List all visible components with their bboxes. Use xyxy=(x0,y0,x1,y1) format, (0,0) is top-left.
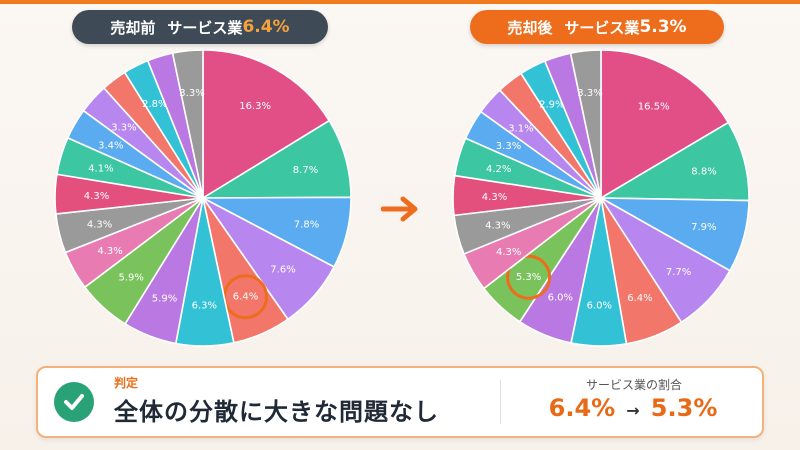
verdict-label: 判定 xyxy=(114,376,139,390)
ratio-label: サービス業の割合 xyxy=(585,378,682,392)
after-slice-label: 4.3% xyxy=(485,221,510,232)
before-slice-label: 3.3% xyxy=(111,123,136,134)
before-pie-slice xyxy=(202,49,331,200)
after-slice-label: 6.0% xyxy=(548,293,573,304)
after-slice-label: 5.3% xyxy=(516,272,541,283)
ratio-value: 6.4% → 5.3% xyxy=(518,394,748,422)
before-slice-label: 4.3% xyxy=(97,246,122,257)
before-slice-label: 16.3% xyxy=(239,101,271,112)
before-slice-label: 5.9% xyxy=(118,273,143,284)
ratio-arrow: → xyxy=(626,401,640,420)
before-slice-label: 6.3% xyxy=(192,301,217,312)
after-slice-label: 4.3% xyxy=(482,192,507,203)
after-slice-label: 7.9% xyxy=(691,222,716,233)
after-slice-label: 7.7% xyxy=(666,267,691,278)
after-pie-slice xyxy=(569,49,602,199)
after-header-pill: 売却後 サービス業 5.3% xyxy=(470,10,724,44)
after-pie: 16.5% 8.8% 7.9% 7.7% 6.4% 6.0% 6.0% 5.3% 4.3% 4.3… xyxy=(452,49,750,347)
after-pct: 5.3% xyxy=(639,17,687,37)
after-pie-slice xyxy=(600,49,730,200)
before-slice-label: 3.3% xyxy=(179,88,204,99)
after-slice-label: 6.0% xyxy=(587,301,612,312)
after-pie-slice xyxy=(598,121,750,202)
before-slice-label: 5.9% xyxy=(152,293,177,304)
after-industry: サービス業 xyxy=(564,18,640,37)
before-slice-label: 2.8% xyxy=(142,99,167,110)
panel-divider xyxy=(500,380,501,424)
before-header-pill: 売却前 サービス業 6.4% xyxy=(72,10,328,44)
before-slice-label: 4.1% xyxy=(88,164,113,175)
after-slice-label: 3.1% xyxy=(508,124,533,135)
ratio-after: 5.3% xyxy=(650,394,718,422)
check-circle-icon xyxy=(54,382,94,422)
right-arrow-icon xyxy=(381,196,418,222)
after-slice-label: 3.3% xyxy=(496,141,521,152)
after-slice-label: 2.9% xyxy=(539,100,564,111)
top-accent-bar xyxy=(0,0,800,4)
after-slice-label: 4.3% xyxy=(496,247,521,258)
verdict-text: 全体の分散に大きな問題なし xyxy=(114,398,439,426)
after-label: 売却後 xyxy=(507,18,553,37)
before-slice-label: 8.7% xyxy=(293,165,318,176)
after-slice-label: 16.5% xyxy=(638,101,670,112)
before-slice-label: 7.8% xyxy=(294,219,319,230)
before-slice-label: 3.4% xyxy=(98,141,123,152)
after-highlight-ring xyxy=(506,254,552,300)
before-slice-label: 4.3% xyxy=(87,220,112,231)
before-pct: 6.4% xyxy=(242,17,290,37)
before-slice-label: 7.6% xyxy=(270,264,295,275)
before-industry: サービス業 xyxy=(167,18,243,37)
after-slice-label: 3.3% xyxy=(577,88,602,99)
before-pie-slice xyxy=(171,49,204,199)
after-slice-label: 8.8% xyxy=(691,167,716,178)
before-label: 売却前 xyxy=(110,18,156,37)
verdict-panel: 判定 全体の分散に大きな問題なし サービス業の割合 6.4% → 5.3% xyxy=(36,366,764,438)
after-slice-label: 4.2% xyxy=(486,164,511,175)
after-slice-label: 6.4% xyxy=(627,293,652,304)
before-slice-label: 4.3% xyxy=(84,191,109,202)
before-pie: 16.3% 8.7% 7.8% 7.6% 6.4% 6.3% 5.9% 5.9% 4.3% 4.3… xyxy=(54,49,352,347)
ratio-before: 6.4% xyxy=(548,394,616,422)
before-slice-label: 6.4% xyxy=(233,292,258,303)
